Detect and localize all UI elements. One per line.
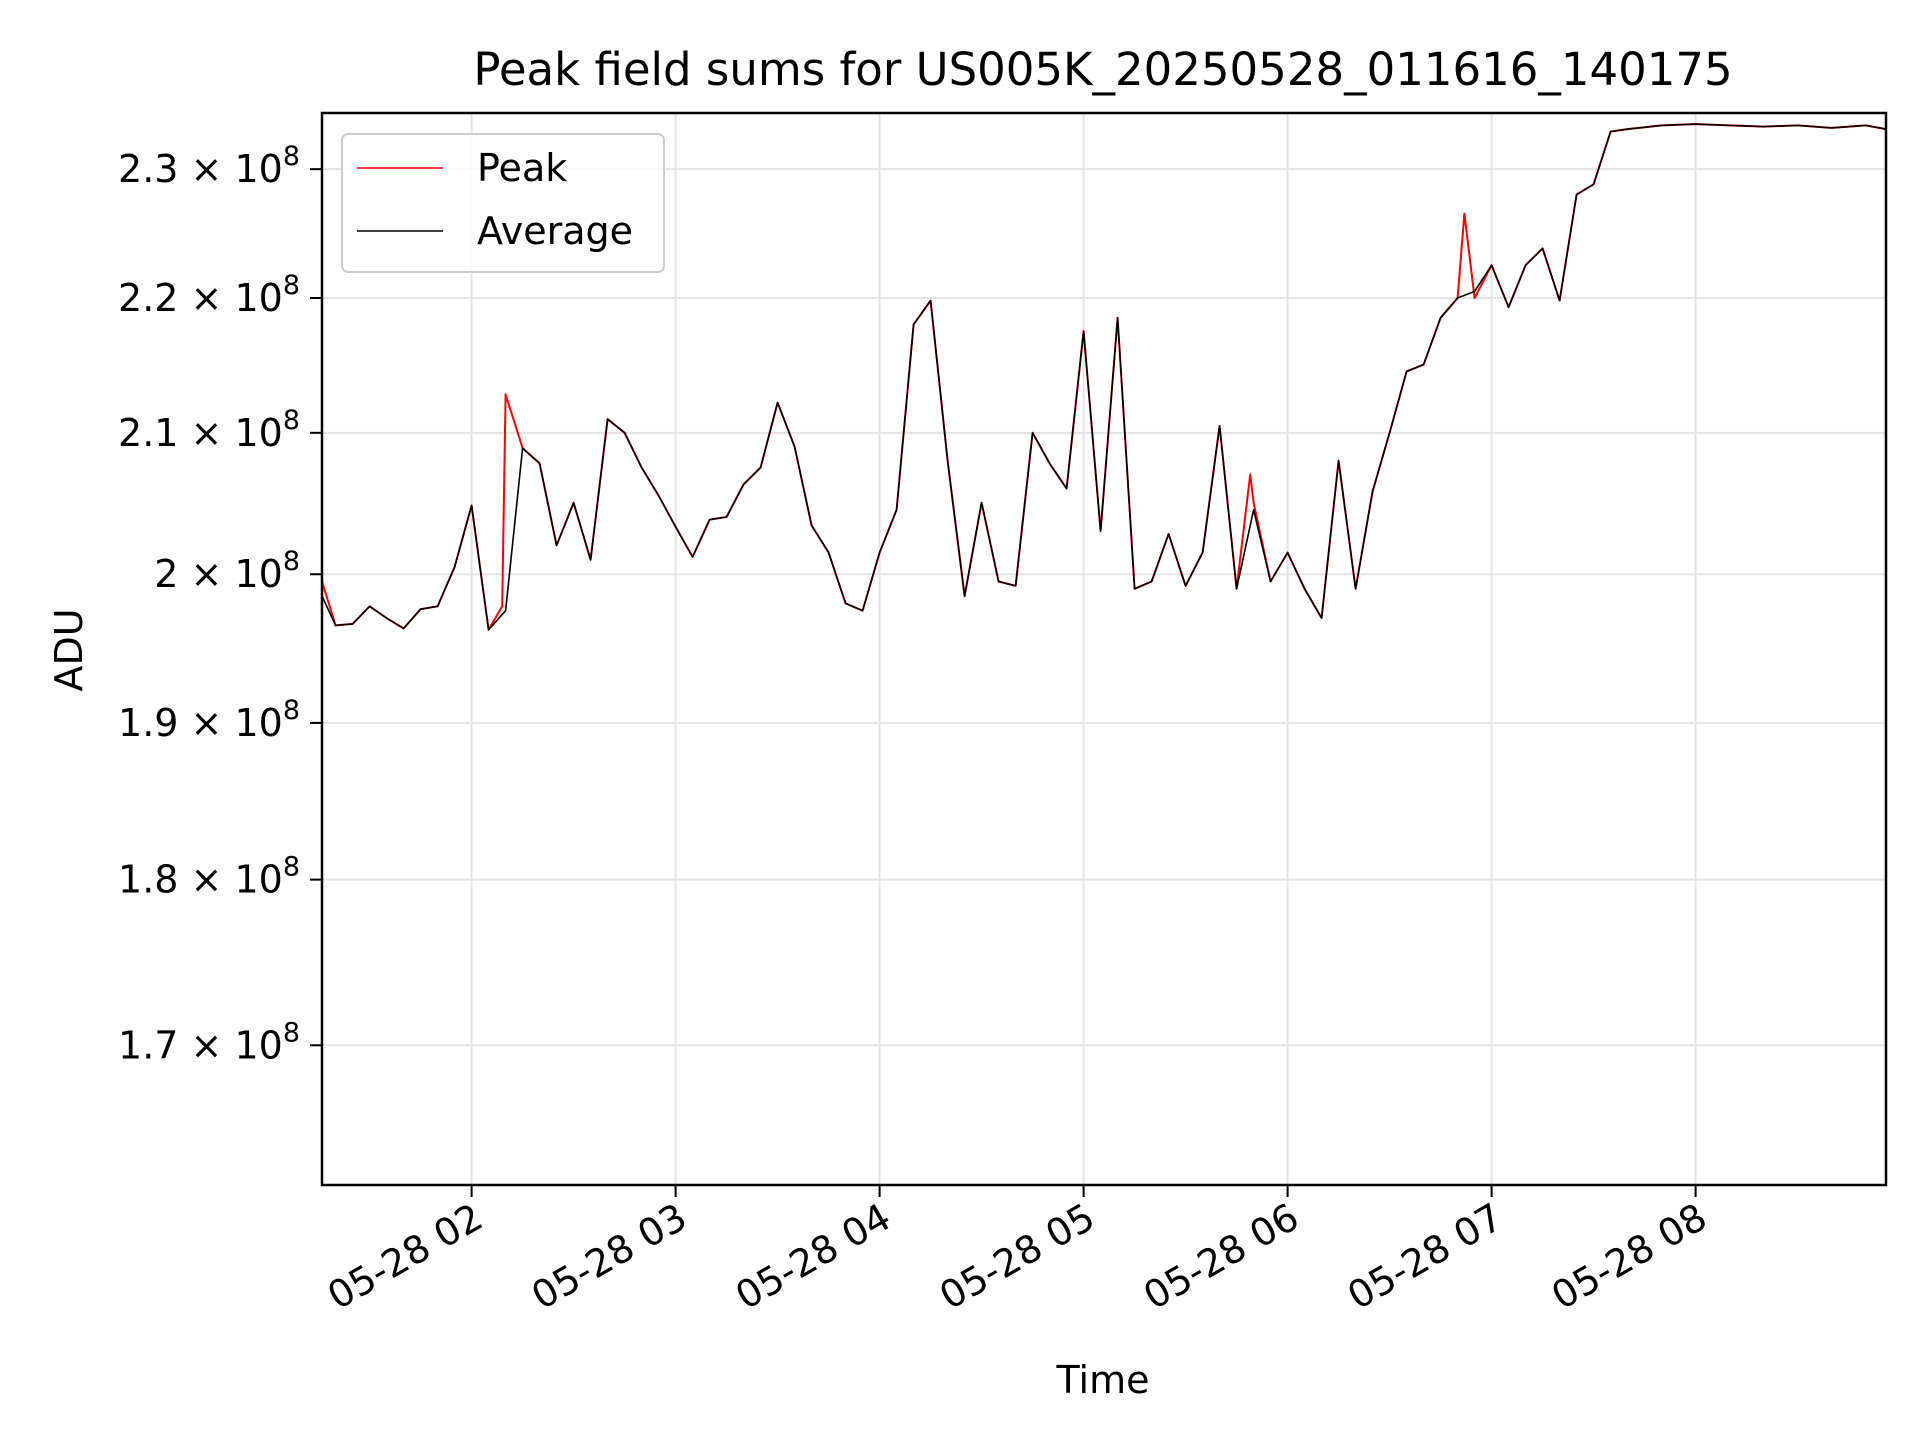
legend-label-average: Average [477,209,633,253]
y-axis-label: ADU [47,608,91,691]
chart-title: Peak field sums for US005K_20250528_0116… [473,43,1732,96]
y-tick-label: 1.7 × 108 [118,1017,300,1067]
y-tick-label: 2.3 × 108 [118,141,300,191]
y-tick-label: 2 × 108 [154,546,300,596]
plot-frame [320,111,1888,1187]
legend: Peak Average [341,133,665,273]
y-tick-label: 2.1 × 108 [118,405,300,455]
grid-lines [322,113,1886,1185]
plot-area [321,123,1887,631]
series-line-average [321,123,1887,631]
x-axis-label: Time [1056,1358,1150,1402]
y-tick-label: 1.9 × 108 [118,695,300,745]
y-tick-label: 2.2 × 108 [118,270,300,320]
legend-label-peak: Peak [477,146,567,190]
y-axis: 1.7 × 108 1.8 × 108 1.9 × 108 2 × 108 2.1 × … [118,141,322,1067]
y-tick-label: 1.8 × 108 [118,852,300,902]
